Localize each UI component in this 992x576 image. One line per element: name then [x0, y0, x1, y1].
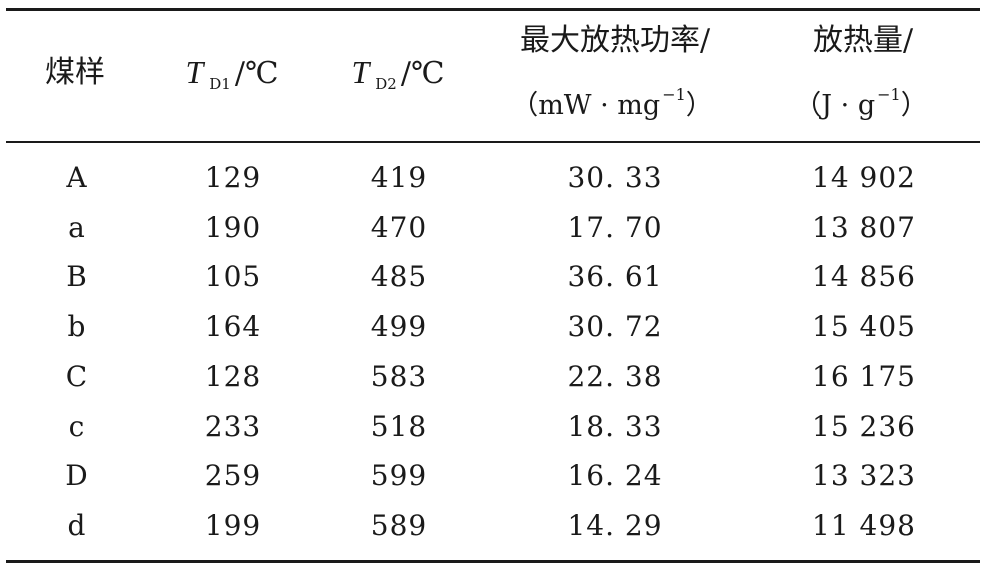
- cell-sample: D: [65, 459, 89, 492]
- header-td1-symbol: T: [185, 54, 204, 90]
- header-max-power-line2: （mW · mg −1）: [511, 87, 713, 121]
- header-sample: 煤样: [45, 55, 105, 90]
- cell-td2: 518: [370, 410, 428, 443]
- cell-sample: c: [68, 410, 86, 443]
- cell-max-power: 14. 29: [567, 509, 663, 542]
- cell-heat: 14 856: [812, 260, 916, 293]
- header-heat-line1: 放热量/: [812, 23, 914, 58]
- cell-td1: 199: [204, 509, 262, 542]
- cell-td1: 105: [204, 260, 262, 293]
- header-max-power-line1: 最大放热功率/: [519, 23, 711, 58]
- cell-sample: b: [67, 310, 87, 343]
- cell-td2: 419: [370, 161, 428, 194]
- cell-td1: 190: [204, 211, 262, 244]
- cell-max-power: 18. 33: [567, 410, 663, 443]
- header-td2-subscript: D2: [375, 75, 397, 93]
- cell-heat: 15 405: [812, 310, 916, 343]
- cell-td2: 485: [370, 260, 428, 293]
- cell-sample: d: [67, 509, 87, 542]
- cell-max-power: 30. 33: [567, 161, 663, 194]
- header-td2-unit: /℃: [400, 56, 445, 91]
- cell-td2: 599: [370, 459, 428, 492]
- cell-td1: 259: [204, 459, 262, 492]
- cell-td2: 470: [370, 211, 428, 244]
- cell-heat: 14 902: [812, 161, 916, 194]
- cell-sample: A: [66, 161, 88, 194]
- cell-td2: 589: [370, 509, 428, 542]
- cell-heat: 15 236: [812, 410, 916, 443]
- header-heat-line2: （J · g −1）: [794, 87, 928, 121]
- cell-max-power: 22. 38: [567, 360, 663, 393]
- header-heat-sup: −1: [877, 85, 901, 104]
- header-td1: T D1/℃: [185, 54, 279, 92]
- cell-td1: 128: [204, 360, 262, 393]
- cell-heat: 11 498: [812, 509, 916, 542]
- header-td2: T D2/℃: [351, 54, 445, 92]
- header-max-power-sup: −1: [662, 85, 686, 104]
- cell-heat: 16 175: [812, 360, 916, 393]
- table-header-rule: [6, 141, 980, 143]
- header-td1-unit: /℃: [234, 56, 279, 91]
- cell-td2: 499: [370, 310, 428, 343]
- header-heat-close: ）: [900, 90, 928, 121]
- cell-sample: C: [65, 360, 89, 393]
- cell-sample: a: [68, 211, 86, 244]
- cell-td2: 583: [370, 360, 428, 393]
- header-heat-open: （J · g: [794, 90, 876, 121]
- header-td1-subscript: D1: [209, 75, 231, 93]
- cell-max-power: 17. 70: [567, 211, 663, 244]
- cell-heat: 13 807: [812, 211, 916, 244]
- cell-max-power: 30. 72: [567, 310, 663, 343]
- cell-td1: 164: [204, 310, 262, 343]
- cell-td1: 233: [204, 410, 262, 443]
- cell-sample: B: [66, 260, 88, 293]
- table-bottom-rule: [6, 560, 980, 563]
- cell-heat: 13 323: [812, 459, 916, 492]
- header-max-power-open: （mW · mg: [511, 90, 661, 121]
- header-max-power-close: ）: [685, 90, 713, 121]
- cell-max-power: 16. 24: [567, 459, 663, 492]
- cell-max-power: 36. 61: [567, 260, 663, 293]
- cell-td1: 129: [204, 161, 262, 194]
- header-td2-symbol: T: [351, 54, 370, 90]
- table-top-rule: [6, 8, 980, 11]
